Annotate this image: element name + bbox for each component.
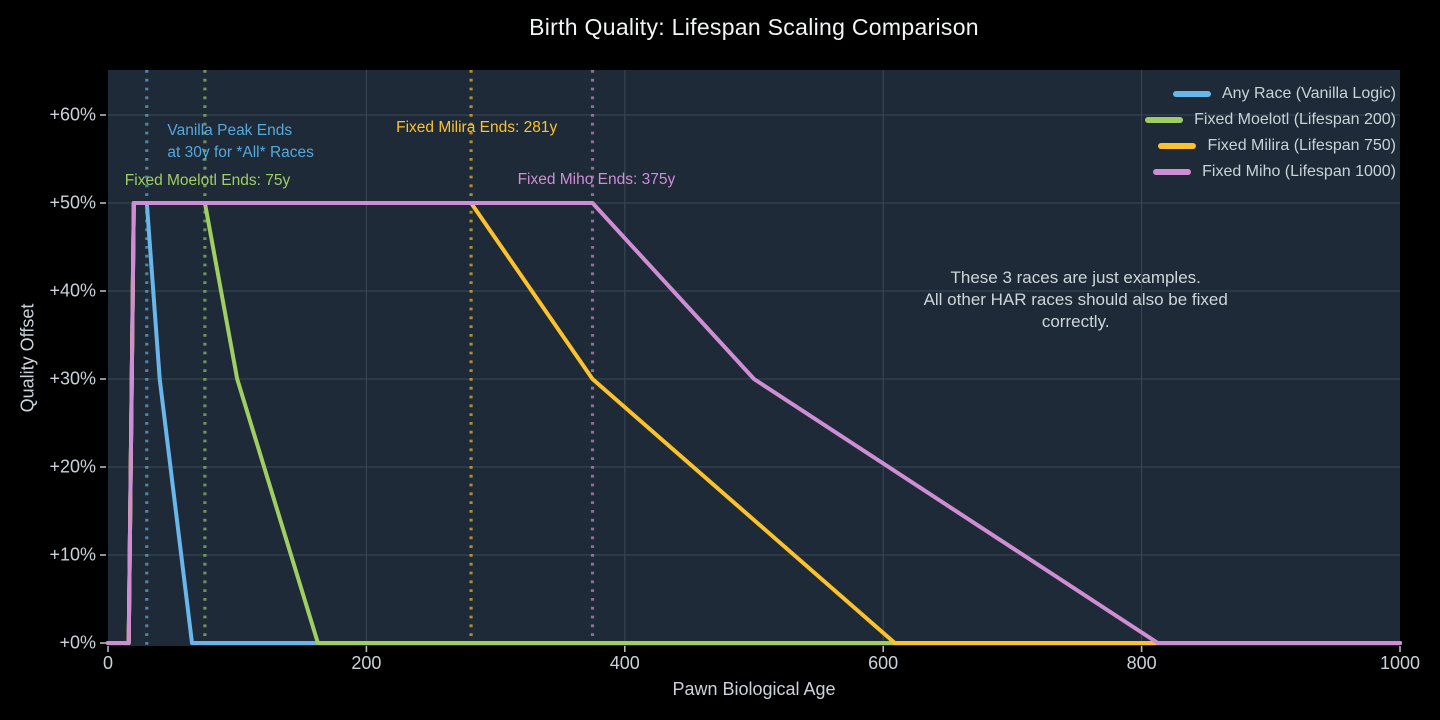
annotation-text: Fixed Miho Ends: 375y <box>517 170 676 188</box>
x-tick-label: 400 <box>609 653 640 673</box>
legend-swatch <box>1145 117 1184 123</box>
legend-item: Fixed Miho (Lifespan 1000) <box>1145 159 1396 185</box>
y-axis-title: Quality Offset <box>17 303 38 413</box>
legend-item: Any Race (Vanilla Logic) <box>1145 81 1396 107</box>
legend-label: Fixed Miho (Lifespan 1000) <box>1202 163 1396 180</box>
y-tick-label: +20% <box>49 456 96 477</box>
annotation-text: Vanilla Peak Ends at 30y for *All* Races <box>167 122 314 162</box>
y-tick-label: +40% <box>49 280 96 301</box>
legend-swatch <box>1158 143 1197 149</box>
legend-swatch <box>1153 169 1192 175</box>
annotation-text: Fixed Moelotl Ends: 75y <box>124 171 291 189</box>
x-tick-label: 0 <box>102 653 114 673</box>
legend-item: Fixed Milira (Lifespan 750) <box>1145 133 1396 159</box>
legend: Any Race (Vanilla Logic) Fixed Moelotl (L… <box>1145 81 1396 185</box>
x-axis-title: Pawn Biological Age <box>672 679 836 699</box>
annotation-text: These 3 races are just examples. All oth… <box>923 268 1228 332</box>
y-tick-label: +50% <box>49 192 96 213</box>
x-tick-label: 200 <box>351 653 382 673</box>
legend-label: Any Race (Vanilla Logic) <box>1221 85 1396 102</box>
legend-label: Fixed Milira (Lifespan 750) <box>1207 137 1396 154</box>
plot-background <box>108 70 1400 646</box>
chart-title: Birth Quality: Lifespan Scaling Comparis… <box>529 14 979 40</box>
x-tick-label: 800 <box>1126 653 1157 673</box>
x-tick-label: 1000 <box>1379 653 1421 673</box>
x-tick-label: 600 <box>868 653 899 673</box>
y-tick-label: +0% <box>59 632 96 653</box>
y-tick-label: +10% <box>49 544 96 565</box>
legend-label: Fixed Moelotl (Lifespan 200) <box>1194 111 1396 128</box>
y-tick-label: +60% <box>49 104 96 125</box>
series-line-fixed-miho-lifespan-1000- <box>106 201 1402 645</box>
legend-swatch <box>1172 91 1211 97</box>
legend-item: Fixed Moelotl (Lifespan 200) <box>1145 107 1396 133</box>
annotation-text: Fixed Milira Ends: 281y <box>396 118 558 136</box>
y-tick-label: +30% <box>49 368 96 389</box>
